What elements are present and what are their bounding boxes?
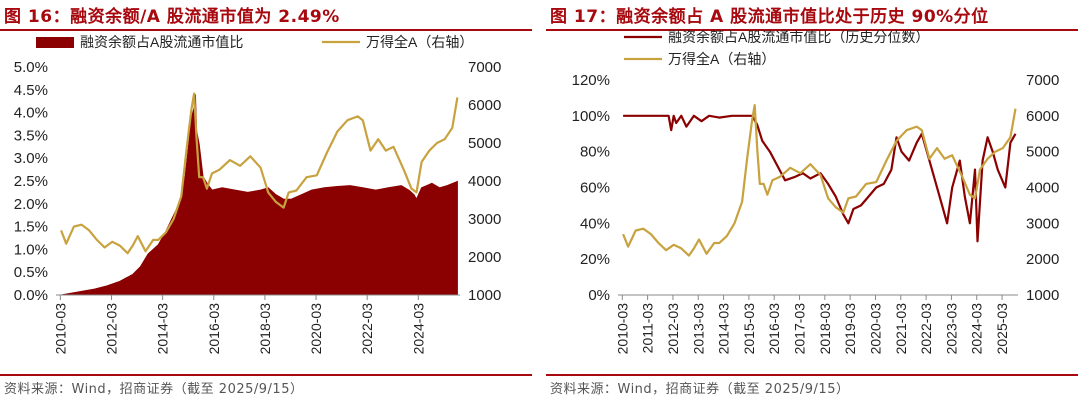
y-left-tick-label: 3.5% [14, 127, 48, 144]
y-right-tick-label: 1000 [1026, 287, 1059, 304]
y-right-tick-label: 6000 [1026, 108, 1059, 125]
y-right-tick-label: 4000 [468, 173, 501, 190]
x-tick-label: 2020-03 [308, 303, 324, 355]
legend-swatch [36, 37, 74, 48]
x-tick-label: 2022-03 [918, 303, 934, 355]
x-tick-label: 2018-03 [257, 303, 273, 355]
y-right-tick-label: 5000 [1026, 144, 1059, 161]
source-divider [0, 374, 532, 376]
source-note: 资料来源：Wind，招商证券（截至 2025/9/15） [550, 382, 850, 397]
y-left-tick-label: 4.5% [14, 82, 48, 99]
legend-label: 融资余额占A股流通市值比（历史分位数） [668, 29, 929, 45]
series-line [60, 92, 459, 255]
y-right-tick-label: 6000 [468, 97, 501, 114]
x-tick-label: 2021-03 [893, 303, 909, 355]
y-right-tick-label: 2000 [468, 249, 501, 266]
title-divider [546, 29, 1078, 31]
legend-label: 万得全A（右轴） [366, 34, 473, 50]
y-left-tick-label: 60% [580, 180, 610, 197]
y-left-tick-label: 100% [572, 108, 610, 125]
y-left-tick-label: 1.5% [14, 219, 48, 236]
y-right-tick-label: 5000 [468, 135, 501, 152]
legend-label: 万得全A（右轴） [668, 51, 775, 67]
x-tick-label: 2012-03 [103, 303, 119, 355]
x-tick-label: 2024-03 [410, 303, 426, 355]
x-tick-label: 2024-03 [969, 303, 985, 355]
y-left-tick-label: 40% [580, 215, 610, 232]
x-tick-label: 2013-03 [690, 303, 706, 355]
y-left-tick-label: 80% [580, 144, 610, 161]
y-right-tick-label: 7000 [1026, 72, 1059, 89]
y-right-tick-label: 3000 [468, 211, 501, 228]
y-left-tick-label: 0% [588, 287, 610, 304]
y-left-tick-label: 2.0% [14, 196, 48, 213]
y-left-tick-label: 0.0% [14, 287, 48, 304]
x-tick-label: 2014-03 [155, 303, 171, 355]
legend-label: 融资余额占A股流通市值比 [80, 34, 243, 50]
y-left-tick-label: 20% [580, 251, 610, 268]
y-left-tick-label: 1.0% [14, 241, 48, 258]
y-right-tick-label: 4000 [1026, 180, 1059, 197]
x-tick-label: 2025-03 [994, 303, 1010, 355]
x-tick-label: 2014-03 [716, 303, 732, 355]
y-left-tick-label: 0.5% [14, 264, 48, 281]
title-divider [0, 29, 532, 31]
x-tick-label: 2016-03 [206, 303, 222, 355]
series-area [61, 94, 458, 296]
x-tick-label: 2022-03 [359, 303, 375, 355]
margin-ratio-chart: 0.0% 0.5% 1.0% 1.5% 2.0% 2.5% 3.0% 3.5% 4.0% 4.5%… [14, 34, 502, 355]
x-tick-label: 2011-03 [640, 303, 656, 354]
x-tick-label: 2018-03 [817, 303, 833, 355]
source-note: 资料来源：Wind，招商证券（截至 2025/9/15） [4, 382, 304, 397]
x-tick-label: 2012-03 [665, 303, 681, 355]
y-left-tick-label: 2.5% [14, 173, 48, 190]
y-left-tick-label: 4.0% [14, 105, 48, 122]
chart-title: 图 17：融资余额占 A 股流通市值比处于历史 90%分位 [550, 7, 989, 27]
chart-title: 图 16：融资余额/A 股流通市值为 2.49% [4, 7, 340, 27]
x-tick-label: 2016-03 [766, 303, 782, 355]
x-tick-label: 2010-03 [614, 303, 630, 355]
series-line [622, 103, 1017, 257]
x-tick-label: 2015-03 [741, 303, 757, 355]
x-tick-label: 2020-03 [867, 303, 883, 355]
chart-panel-margin-ratio: 图 16：融资余额/A 股流通市值为 2.49% 0.0% 0.5% 1.0% 1.5… [0, 0, 532, 404]
y-right-tick-label: 7000 [468, 59, 501, 76]
y-right-tick-label: 2000 [1026, 251, 1059, 268]
x-tick-label: 2019-03 [842, 303, 858, 355]
y-left-tick-label: 5.0% [14, 59, 48, 76]
y-right-tick-label: 1000 [468, 287, 501, 304]
y-left-tick-label: 3.0% [14, 150, 48, 167]
y-left-tick-label: 120% [572, 72, 610, 89]
percentile-chart: 0% 20% 40% 60% 80% 100% 120% 1000 2000 3000 4000 50… [572, 29, 1060, 355]
source-divider [546, 374, 1078, 376]
series-line [623, 114, 1017, 243]
x-tick-label: 2023-03 [943, 303, 959, 355]
chart-panel-percentile: 图 17：融资余额占 A 股流通市值比处于历史 90%分位 0% 20% 40% 60… [546, 0, 1078, 404]
x-tick-label: 2010-03 [52, 303, 68, 355]
y-right-tick-label: 3000 [1026, 215, 1059, 232]
x-tick-label: 2017-03 [792, 303, 808, 355]
